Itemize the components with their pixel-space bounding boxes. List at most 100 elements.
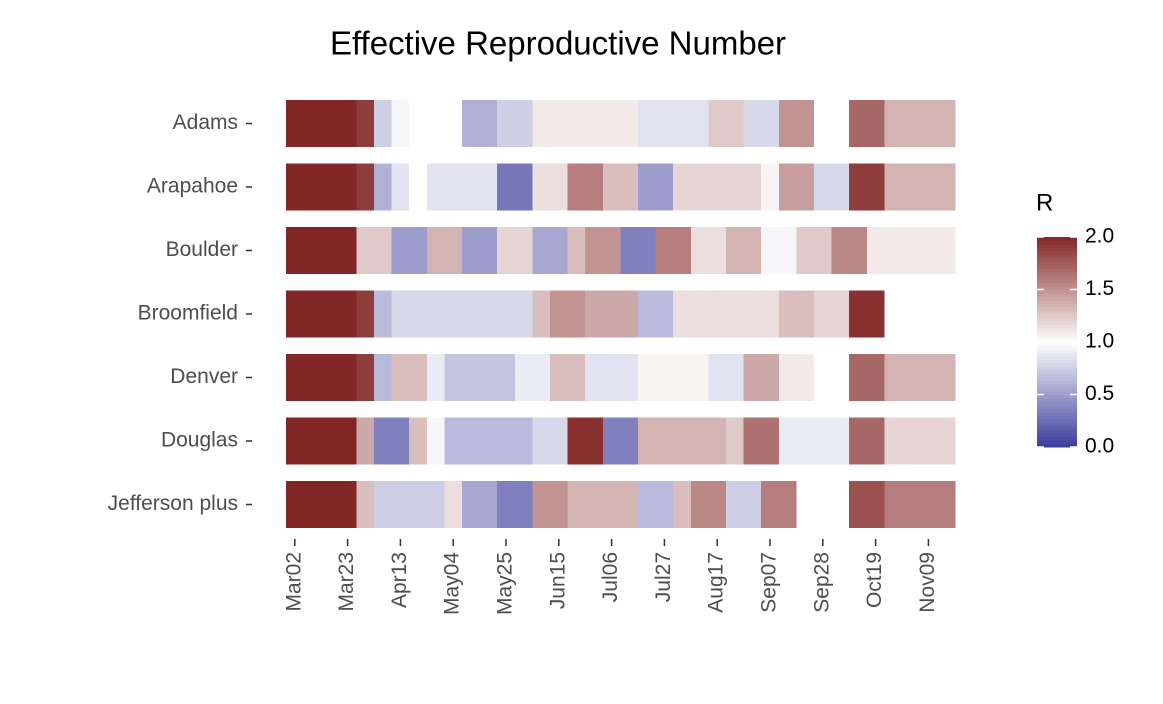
heat-cell xyxy=(602,163,621,211)
heat-cell xyxy=(884,417,903,465)
heat-cell xyxy=(919,481,938,528)
heat-cell xyxy=(708,417,727,465)
heat-cell xyxy=(902,100,921,147)
colorbar-segment xyxy=(1037,265,1077,269)
heat-cell xyxy=(409,227,428,274)
colorbar-segment xyxy=(1037,300,1077,304)
heat-cell xyxy=(726,290,745,338)
heat-cell xyxy=(338,227,357,274)
heat-cell xyxy=(884,227,903,274)
heat-cell xyxy=(374,354,393,401)
heat-cell xyxy=(602,481,621,528)
heat-cell xyxy=(778,354,797,401)
heat-cell xyxy=(444,290,463,338)
heat-cell xyxy=(514,481,533,528)
heat-cell xyxy=(708,354,727,401)
x-tick-label: Apr13 xyxy=(388,552,411,608)
colorbar-segment xyxy=(1037,384,1077,388)
heat-cell xyxy=(690,481,709,528)
heat-cell xyxy=(374,100,393,147)
heat-cell xyxy=(532,163,551,211)
heat-cell xyxy=(321,100,340,147)
heat-cell xyxy=(374,227,393,274)
heat-cell xyxy=(532,417,551,465)
colorbar-segment xyxy=(1037,429,1077,434)
heat-cell xyxy=(638,290,657,338)
heat-cell xyxy=(849,227,868,274)
colorbar-segment xyxy=(1037,356,1077,360)
heat-cell xyxy=(638,417,657,465)
colorbar-segment xyxy=(1037,307,1077,311)
colorbar-segment xyxy=(1037,370,1077,374)
heat-cell xyxy=(796,100,815,147)
heat-cell xyxy=(550,163,569,211)
heat-cell xyxy=(849,100,868,147)
heat-cell xyxy=(708,163,727,211)
heat-cell xyxy=(479,290,498,338)
heat-cell xyxy=(866,163,885,211)
heat-cell xyxy=(356,354,375,401)
heat-cell xyxy=(409,417,428,465)
colorbar-segment xyxy=(1037,321,1077,325)
heat-cell xyxy=(497,481,516,528)
colorbar-segment xyxy=(1037,254,1077,259)
heat-cell xyxy=(374,290,393,338)
colorbar-label: 1.5 xyxy=(1085,277,1114,300)
heat-cell xyxy=(514,227,533,274)
heat-cell xyxy=(673,417,692,465)
heat-cell xyxy=(426,290,445,338)
heat-cell xyxy=(690,227,709,274)
heat-cell xyxy=(321,481,340,528)
heat-cell xyxy=(444,100,463,147)
heat-cell xyxy=(919,354,938,401)
colorbar-segment xyxy=(1037,419,1077,423)
heat-cell xyxy=(902,163,921,211)
heat-cell xyxy=(902,227,921,274)
heat-cell xyxy=(673,481,692,528)
colorbar-segment xyxy=(1037,328,1077,332)
heat-cell xyxy=(286,481,305,528)
heat-cell xyxy=(338,417,357,465)
colorbar-segment xyxy=(1037,268,1077,273)
colorbar-segment xyxy=(1037,422,1077,427)
heat-cell xyxy=(673,227,692,274)
colorbar-segment xyxy=(1037,366,1077,371)
heat-cell xyxy=(690,100,709,147)
heat-cell xyxy=(726,354,745,401)
colorbar-segment xyxy=(1037,398,1077,402)
heat-cell xyxy=(778,100,797,147)
heat-cell xyxy=(391,290,410,338)
heat-cell xyxy=(567,290,586,338)
heat-cell xyxy=(338,100,357,147)
heat-cell xyxy=(620,417,639,465)
heat-cell xyxy=(497,227,516,274)
heat-cell xyxy=(303,290,322,338)
heat-cell xyxy=(937,227,956,274)
heat-cell xyxy=(620,290,639,338)
colorbar-segment xyxy=(1037,296,1077,301)
y-tick-label: Denver xyxy=(170,365,238,388)
heat-cell xyxy=(638,481,657,528)
heat-cell xyxy=(585,227,604,274)
colorbar-segment xyxy=(1037,440,1077,444)
colorbar-segment xyxy=(1037,324,1077,329)
colorbar-segment xyxy=(1037,345,1077,350)
colorbar-label: 1.0 xyxy=(1085,330,1114,353)
heat-cell xyxy=(761,417,780,465)
heat-cell xyxy=(303,163,322,211)
heat-cell xyxy=(778,481,797,528)
heat-cell xyxy=(690,290,709,338)
colorbar-label: 0.5 xyxy=(1085,382,1114,405)
heat-cell xyxy=(462,290,481,338)
heat-cell xyxy=(937,163,956,211)
heat-cell xyxy=(761,163,780,211)
heat-cell xyxy=(708,100,727,147)
heat-cell xyxy=(866,417,885,465)
heat-cell xyxy=(462,227,481,274)
heat-cell xyxy=(286,354,305,401)
heat-cell xyxy=(743,227,762,274)
heat-cell xyxy=(919,290,938,338)
heat-cell xyxy=(391,227,410,274)
heat-cell xyxy=(884,163,903,211)
